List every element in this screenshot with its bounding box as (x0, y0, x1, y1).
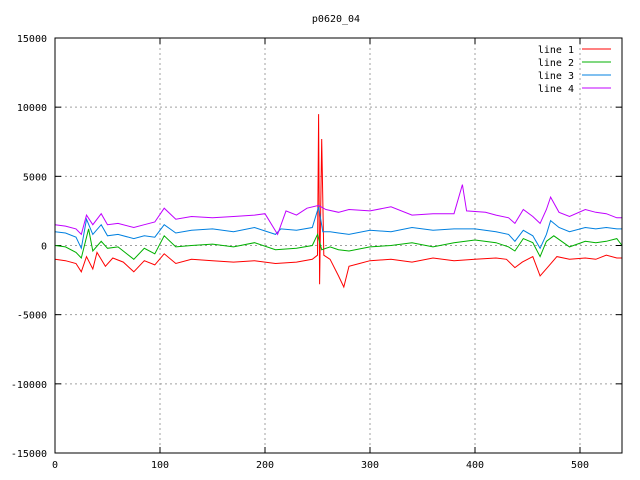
x-tick-label: 300 (361, 460, 379, 471)
chart-title: p0620_04 (312, 14, 360, 25)
y-tick-label: -15000 (11, 449, 47, 460)
series-line (54, 206, 622, 250)
series-lines (54, 114, 623, 289)
y-tick-label: 0 (41, 242, 47, 253)
x-tick-label: 0 (52, 460, 58, 471)
legend-label: line 1 (538, 45, 574, 56)
series-line (54, 184, 622, 236)
legend: line 1 line 2 line 3 line 4 (538, 45, 611, 95)
grid (55, 38, 622, 453)
legend-label: line 2 (538, 58, 574, 69)
x-tick-label: 500 (571, 460, 589, 471)
y-tick-label: -5000 (17, 311, 47, 322)
y-tick-label: -10000 (11, 380, 47, 391)
series-line (54, 228, 623, 260)
series-line (54, 114, 622, 289)
plot-frame (54, 37, 623, 454)
x-tick-label: 400 (466, 460, 484, 471)
x-tick-label: 100 (151, 460, 169, 471)
y-tick-label: 5000 (23, 172, 47, 183)
axes: 0 100 200 300 400 500 -15000 -10000 -5000 0 5000 10… (11, 34, 622, 471)
x-tick-label: 200 (256, 460, 274, 471)
y-tick-label: 15000 (17, 34, 47, 45)
legend-label: line 3 (538, 71, 574, 82)
legend-label: line 4 (538, 84, 574, 95)
y-tick-label: 10000 (17, 103, 47, 114)
